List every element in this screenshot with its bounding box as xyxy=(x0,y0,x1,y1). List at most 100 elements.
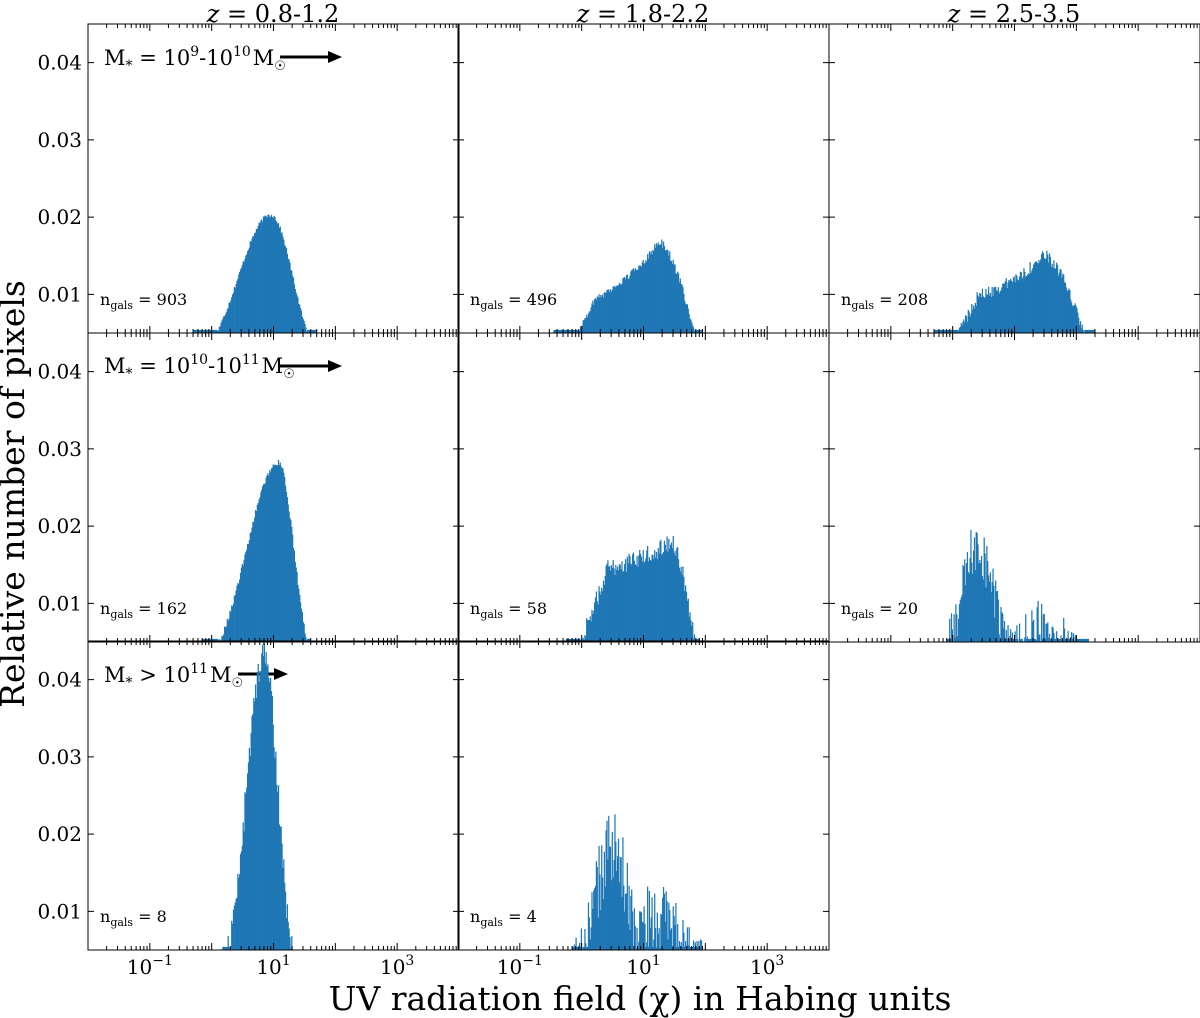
histogram-bar xyxy=(686,927,689,950)
histogram-bar xyxy=(1052,267,1054,333)
histogram-bar xyxy=(696,638,698,642)
histogram-bar xyxy=(1046,250,1048,333)
histogram-bar xyxy=(282,236,284,333)
histogram-bar xyxy=(194,329,197,333)
histogram-bar xyxy=(666,901,668,950)
panel-r2-c3: ngals = 20 xyxy=(828,332,1200,643)
histogram-bar xyxy=(1001,612,1003,642)
histogram-bar xyxy=(949,618,951,642)
histogram-bar xyxy=(232,909,235,950)
histogram-bar xyxy=(224,946,226,950)
histogram-bar xyxy=(677,547,679,642)
histogram-bar xyxy=(967,309,969,333)
histogram-bar xyxy=(231,923,234,950)
histogram-bar xyxy=(297,584,299,642)
histogram-bars xyxy=(571,814,704,950)
histogram-bar xyxy=(1031,610,1033,642)
histogram-bar xyxy=(224,627,227,642)
histogram-bar xyxy=(272,464,274,642)
histogram-bar xyxy=(243,559,245,642)
histogram-bar xyxy=(586,946,588,950)
histogram-bar xyxy=(1074,303,1076,333)
histogram-bar xyxy=(591,303,593,333)
histogram-bar xyxy=(274,757,276,950)
histogram-bar xyxy=(963,566,965,642)
histogram-bar xyxy=(290,270,292,333)
histogram-bar xyxy=(311,329,313,333)
histogram-bar xyxy=(589,939,591,950)
histogram-bar xyxy=(636,556,638,642)
histogram-bar xyxy=(233,905,235,950)
histogram-bar xyxy=(1067,289,1069,333)
histogram-bar xyxy=(640,266,643,333)
histogram-bar xyxy=(566,329,568,333)
histogram-bar xyxy=(590,307,592,333)
histogram-bar xyxy=(634,268,636,333)
histogram-bar xyxy=(273,747,275,950)
histogram-bar xyxy=(1076,308,1078,333)
histogram-bar xyxy=(936,329,938,333)
histogram-bar xyxy=(654,893,656,950)
histogram-bar xyxy=(950,638,952,642)
histogram-bar xyxy=(596,296,598,333)
histogram-bar xyxy=(972,305,975,333)
histogram-bar xyxy=(1048,253,1051,333)
histogram-bar xyxy=(1044,259,1046,333)
histogram-bar xyxy=(1031,270,1033,333)
histogram-bar xyxy=(251,238,253,333)
histogram-bar xyxy=(969,557,971,642)
histogram-bar xyxy=(971,303,973,333)
histogram-bar xyxy=(1040,259,1042,333)
histogram-bar xyxy=(248,247,250,333)
histogram-bar xyxy=(956,614,958,642)
histogram-bar xyxy=(292,534,294,642)
histogram-bar xyxy=(228,302,230,333)
histogram-bar xyxy=(983,297,985,333)
histogram-bars xyxy=(193,214,318,333)
histogram-bar xyxy=(660,913,662,950)
histogram-bar xyxy=(262,216,265,333)
histogram-bar xyxy=(277,223,280,333)
histogram-bar xyxy=(664,250,666,333)
histogram-bar xyxy=(239,271,241,333)
histogram-bar xyxy=(553,329,555,333)
histogram-bar xyxy=(592,613,594,642)
histogram-bar xyxy=(953,329,955,333)
histogram-bar xyxy=(598,294,600,333)
histogram-bar xyxy=(209,638,212,642)
histogram-bar xyxy=(1051,626,1053,642)
histogram-bar xyxy=(1069,290,1071,333)
histogram-bar xyxy=(941,329,943,333)
histogram-bar xyxy=(685,941,687,950)
histogram-bar xyxy=(599,591,601,642)
histogram-bar xyxy=(262,486,264,642)
histogram-bar xyxy=(612,560,614,642)
histogram-bar xyxy=(258,681,260,950)
histogram-bar xyxy=(690,620,692,642)
histogram-bar xyxy=(248,540,250,642)
histogram-bar xyxy=(244,259,246,333)
histogram-bar xyxy=(305,637,307,642)
histogram-bar xyxy=(246,254,248,333)
ngals-label: ngals = 8 xyxy=(100,907,167,929)
histogram-bar xyxy=(657,547,659,642)
histogram-bar xyxy=(1068,638,1070,642)
histogram-bar xyxy=(1085,329,1087,333)
histogram-bar xyxy=(230,946,232,950)
histogram-bar xyxy=(303,623,305,642)
histogram-bar xyxy=(288,928,290,950)
histogram-bar xyxy=(660,244,662,333)
histogram-bar xyxy=(685,304,688,333)
histogram-bar xyxy=(662,886,665,950)
histogram-bar xyxy=(284,245,286,333)
histogram-bar xyxy=(224,626,226,642)
histogram-bar xyxy=(586,317,589,333)
histogram-bar xyxy=(593,890,595,950)
histogram-bar xyxy=(613,859,615,950)
histogram-bar xyxy=(692,325,694,333)
histogram-bar xyxy=(608,566,610,642)
histogram-bar xyxy=(229,302,231,333)
column-title-2-range: = 1.8-2.2 xyxy=(589,0,709,28)
histogram-bar xyxy=(213,638,215,642)
y-tick-label: 0.03 xyxy=(37,745,82,769)
